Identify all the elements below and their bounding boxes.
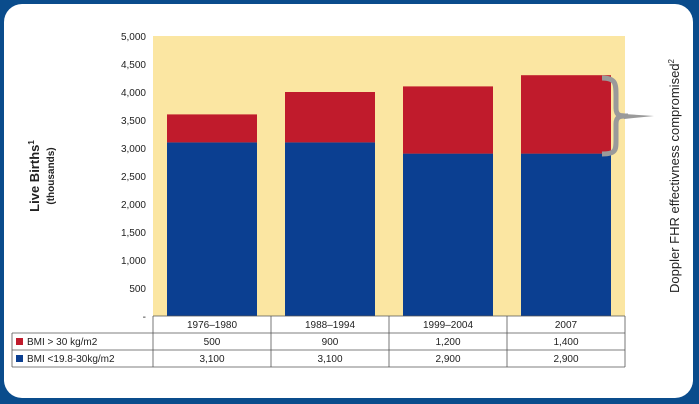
table-cell-value: 1,400: [553, 337, 578, 348]
y-tick-label: 3,500: [121, 116, 146, 127]
bar-segment-bmi-obese: [167, 114, 257, 143]
chart-frame: - 500 1,000 1,500 2,000 2,500 3,000 3,500 4,000 4…: [4, 4, 693, 398]
legend-series-name: BMI > 30 kg/m2: [27, 337, 98, 348]
bar-segment-bmi-normal: [521, 153, 611, 316]
y-axis-ticks: - 500 1,000 1,500 2,000 2,500 3,000 3,500 4,000 4…: [121, 32, 146, 323]
brace-pointer: [624, 114, 654, 119]
bar-segment-bmi-obese: [521, 75, 611, 154]
bar-segment-bmi-normal: [167, 142, 257, 316]
table-cell-value: 2,900: [553, 354, 578, 365]
y-tick-label: 5,000: [121, 32, 146, 43]
y-axis-label: Live Births1: [27, 140, 42, 212]
table-cell-value: 900: [322, 337, 339, 348]
y-axis-label-superscript: 1: [27, 140, 36, 145]
bar-segment-bmi-obese: [403, 86, 493, 154]
x-category-label: 1988–1994: [305, 320, 355, 331]
bars: [167, 75, 611, 316]
x-category-label: 1999–2004: [423, 320, 473, 331]
bar-segment-bmi-obese: [285, 92, 375, 143]
y-tick-label: 4,500: [121, 60, 146, 71]
right-annotation: Doppler FHR effectivness compromised2: [667, 58, 682, 293]
table-cell-value: 1,200: [435, 337, 460, 348]
y-tick-label: -: [143, 312, 146, 323]
legend-series-name: BMI <19.8-30kg/m2: [27, 354, 115, 365]
x-category-label: 2007: [555, 320, 578, 331]
data-table: 1976–1980 1988–1994 1999–2004 2007 BMI > 30 …: [11, 315, 626, 368]
legend-swatch: [16, 355, 23, 362]
stacked-bar-chart: - 500 1,000 1,500 2,000 2,500 3,000 3,500 4,000 4…: [11, 32, 682, 368]
y-tick-label: 2,000: [121, 200, 146, 211]
y-tick-label: 1,500: [121, 228, 146, 239]
y-tick-label: 1,000: [121, 256, 146, 267]
x-category-label: 1976–1980: [187, 320, 237, 331]
y-tick-label: 4,000: [121, 88, 146, 99]
table-cell-value: 500: [204, 337, 221, 348]
table-cell-value: 3,100: [199, 354, 224, 365]
legend-swatch: [16, 338, 23, 345]
y-axis-sublabel: (thousands): [46, 147, 57, 204]
table-cell-value: 3,100: [317, 354, 342, 365]
bar-segment-bmi-normal: [285, 142, 375, 316]
y-tick-label: 500: [129, 284, 146, 295]
bar-segment-bmi-normal: [403, 153, 493, 316]
table-cell-value: 2,900: [435, 354, 460, 365]
y-tick-label: 3,000: [121, 144, 146, 155]
y-tick-label: 2,500: [121, 172, 146, 183]
right-annotation-superscript: 2: [667, 58, 676, 63]
